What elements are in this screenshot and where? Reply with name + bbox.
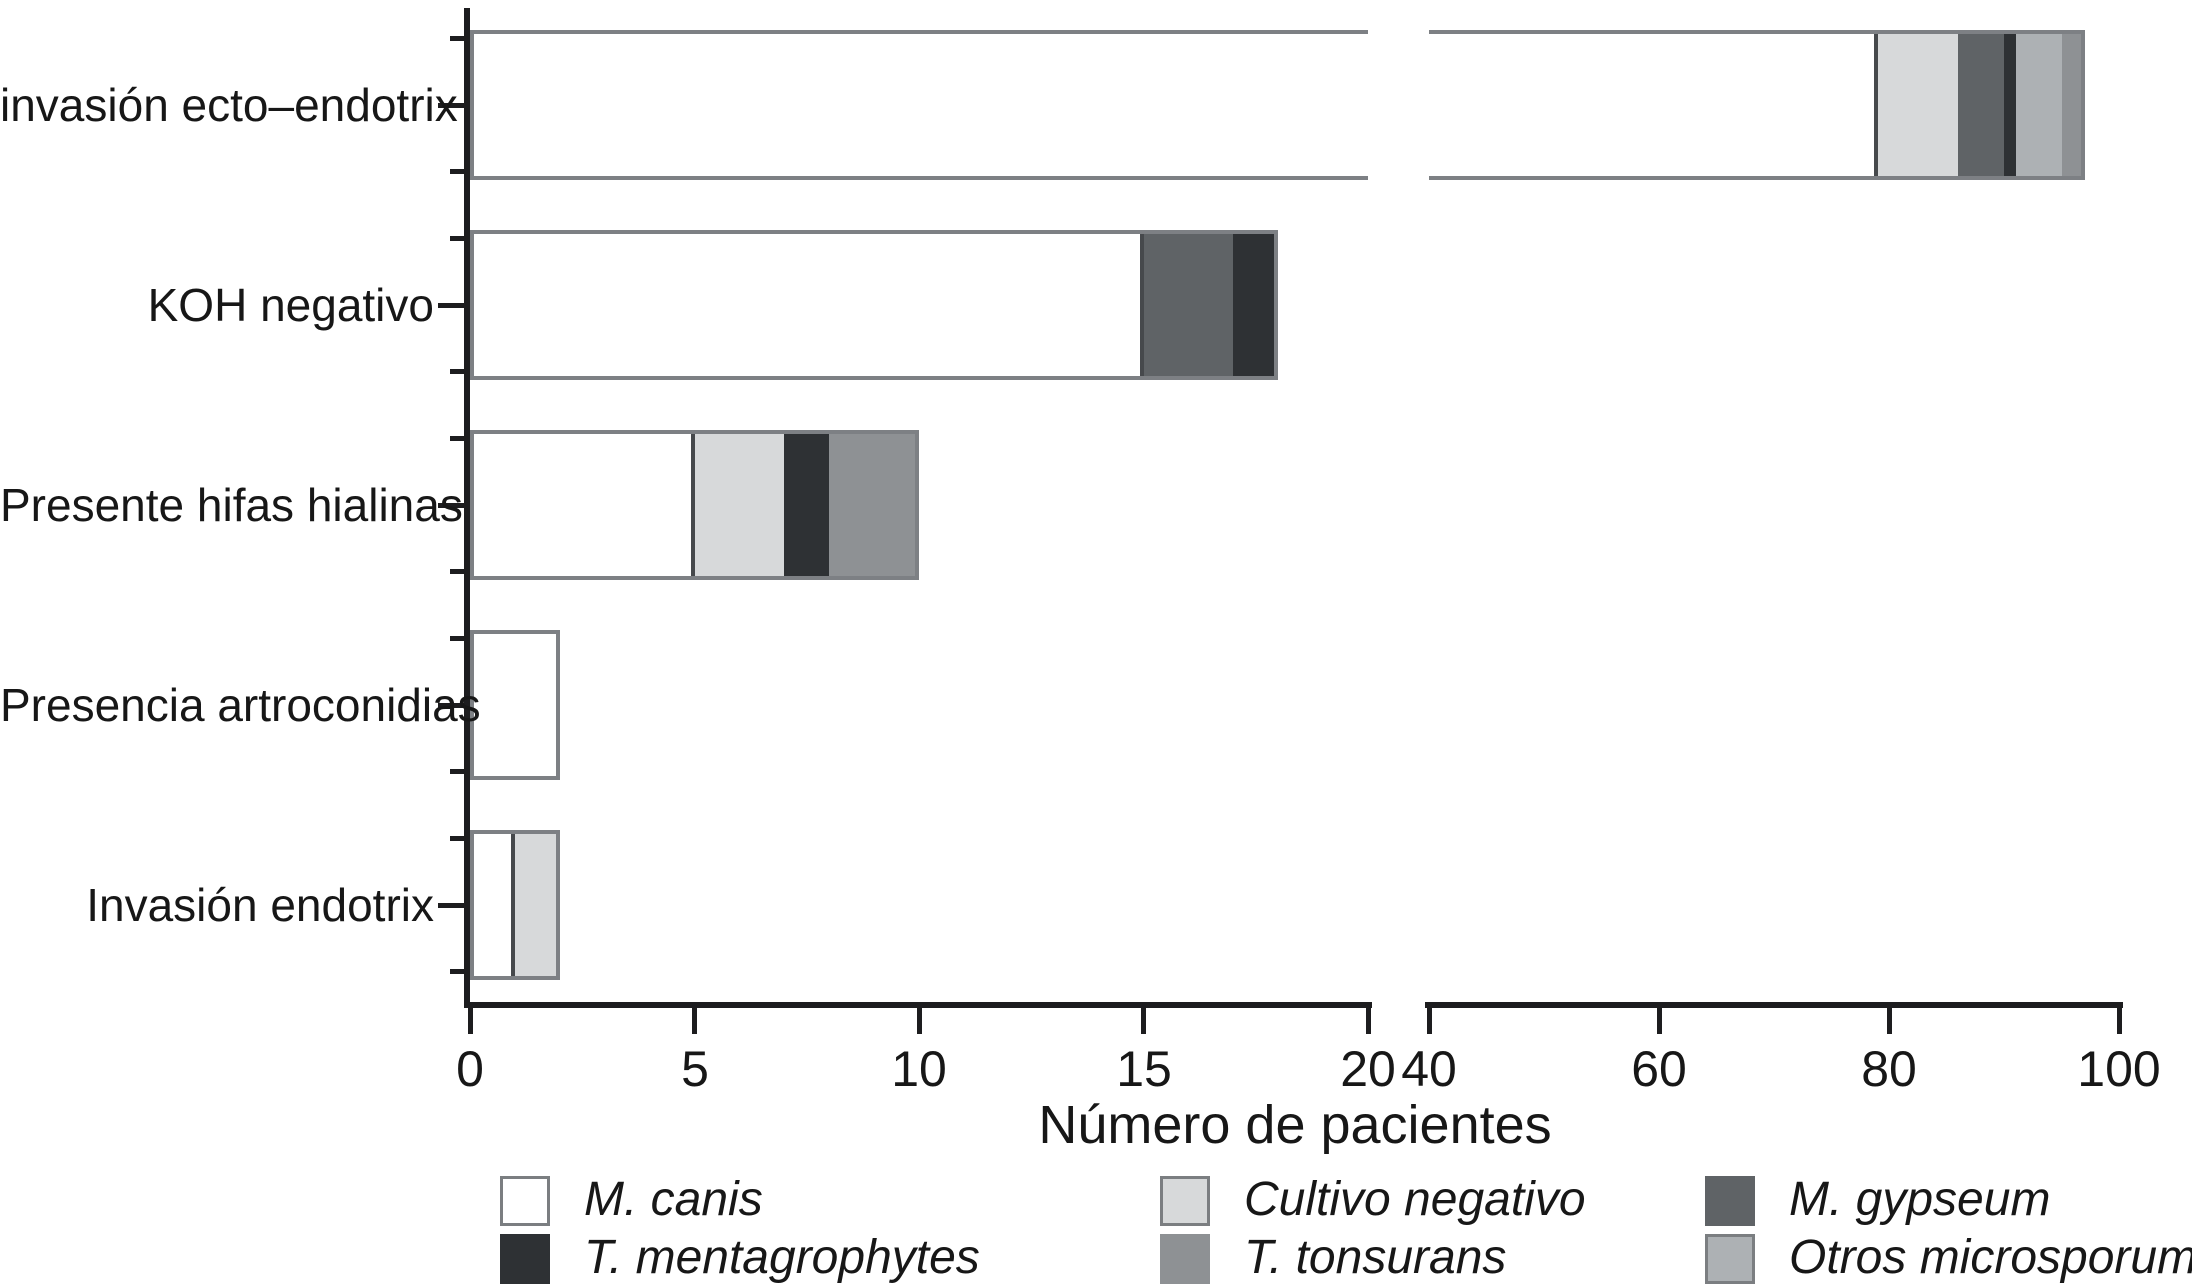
y-tick-minor [450, 369, 464, 374]
y-tick-minor [450, 436, 464, 441]
x-tick [2117, 1008, 2122, 1034]
legend-swatch [1705, 1234, 1755, 1284]
y-tick-minor [450, 836, 464, 841]
x-tick-label: 80 [1861, 1041, 1917, 1097]
y-tick-major [438, 103, 464, 108]
y-tick-minor [450, 169, 464, 174]
x-tick-label: 100 [2077, 1041, 2161, 1097]
legend-label: M. gypseum [1789, 1173, 2051, 1226]
legend-label: T. mentagrophytes [584, 1231, 980, 1284]
x-tick-label: 10 [891, 1041, 947, 1097]
category-label: Presente hifas hialinas [0, 479, 463, 531]
x-tick [917, 1008, 922, 1034]
bar-outline [470, 630, 560, 780]
x-tick [1657, 1008, 1662, 1034]
legend-swatch [500, 1234, 550, 1284]
x-tick-label: 40 [1401, 1041, 1457, 1097]
x-axis-line-right [1425, 1002, 2123, 1008]
legend-label: T. tonsurans [1244, 1231, 1507, 1284]
bar-outline [470, 430, 919, 580]
x-tick-label: 60 [1631, 1041, 1687, 1097]
bar-segment-cultivo-negativo [695, 430, 785, 580]
x-tick-label: 20 [1340, 1041, 1396, 1097]
bar-segment-m-canis [470, 230, 1144, 380]
category-label: Invasión endotrix [86, 879, 434, 931]
x-tick [692, 1008, 697, 1034]
bar-segment-m-canis [1429, 30, 1878, 180]
x-axis-title: Número de pacientes [1038, 1095, 1552, 1155]
bar-segment-t-mentagrophytes [1233, 230, 1278, 380]
bar-outline [470, 230, 1278, 380]
legend-label: Cultivo negativo [1244, 1173, 1586, 1226]
bar-segment-t-mentagrophytes [2004, 30, 2016, 180]
y-tick-minor [450, 36, 464, 41]
category-label: invasión ecto–endotrix [0, 79, 458, 131]
x-tick [1427, 1008, 1432, 1034]
bar-segment-t-tonsurans [2062, 30, 2085, 180]
y-tick-minor [450, 969, 464, 974]
bar-outline [1429, 30, 2085, 180]
y-tick-minor [450, 236, 464, 241]
category-label: Presencia artroconidias [0, 679, 481, 731]
legend-label: M. canis [584, 1173, 763, 1226]
x-axis-line-left [464, 1002, 1372, 1008]
y-axis-line [464, 8, 470, 1008]
legend: M. canis T. mentagrophytes Cultivo negativ… [0, 1150, 2192, 1286]
x-tick-label: 5 [681, 1041, 709, 1097]
legend-label: Otros microsporum [1789, 1231, 2192, 1284]
bar-segment-m-gypseum [1144, 230, 1234, 380]
bar-segment-m-gypseum [1958, 30, 2004, 180]
bar-segment-cultivo-negativo [515, 830, 560, 980]
bar-segment-m-canis [470, 30, 1368, 180]
bar-segment-m-canis [470, 830, 515, 980]
y-tick-minor [450, 569, 464, 574]
y-tick-major [438, 503, 464, 508]
y-tick-minor [450, 769, 464, 774]
bar-segment-cultivo-negativo [1878, 30, 1959, 180]
x-tick-label: 15 [1116, 1041, 1172, 1097]
bar-outline [470, 30, 1368, 180]
legend-swatch [1705, 1176, 1755, 1226]
x-tick-label: 0 [456, 1041, 484, 1097]
x-tick [1366, 1008, 1371, 1034]
y-tick-major [438, 703, 464, 708]
legend-swatch [1160, 1176, 1210, 1226]
y-tick-minor [450, 636, 464, 641]
bar-segment-m-canis [470, 430, 695, 580]
bar-segment-t-mentagrophytes [784, 430, 829, 580]
x-tick [468, 1008, 473, 1034]
bar-segment-t-tonsurans [829, 430, 919, 580]
y-tick-major [438, 303, 464, 308]
legend-swatch [500, 1176, 550, 1226]
category-label: KOH negativo [147, 279, 434, 331]
bar-segment-otros-microsporum [2016, 30, 2062, 180]
x-tick [1887, 1008, 1892, 1034]
y-tick-major [438, 903, 464, 908]
legend-swatch [1160, 1234, 1210, 1284]
x-tick [1141, 1008, 1146, 1034]
bar-outline [470, 830, 560, 980]
